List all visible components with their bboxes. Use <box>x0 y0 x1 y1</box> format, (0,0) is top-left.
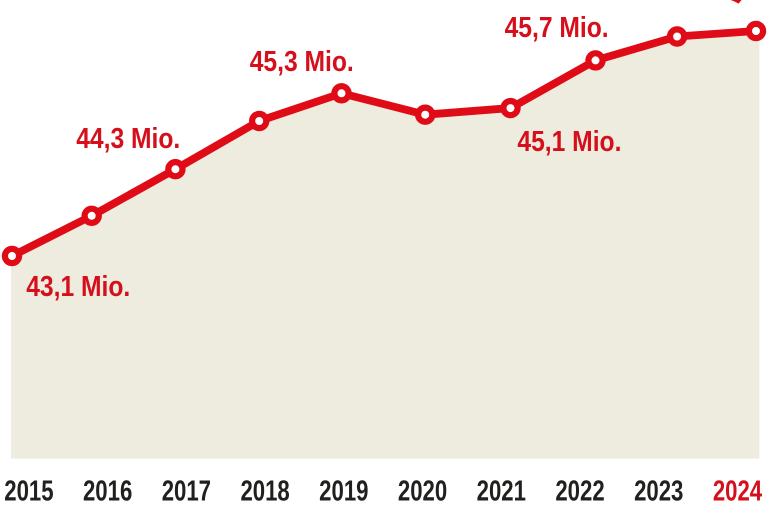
svg-text:45,7 Mio.: 45,7 Mio. <box>505 11 609 43</box>
svg-text:43,1 Mio.: 43,1 Mio. <box>26 270 130 302</box>
svg-text:2023: 2023 <box>634 476 683 507</box>
svg-text:45,3 Mio.: 45,3 Mio. <box>250 46 354 78</box>
svg-text:2022: 2022 <box>555 476 604 507</box>
svg-text:44,3 Mio.: 44,3 Mio. <box>76 122 180 154</box>
svg-text:2024: 2024 <box>713 476 763 507</box>
svg-text:2015: 2015 <box>4 476 53 507</box>
svg-text:45,1 Mio.: 45,1 Mio. <box>517 126 621 158</box>
svg-text:2021: 2021 <box>477 476 526 507</box>
svg-text:2016: 2016 <box>83 476 132 507</box>
svg-text:2019: 2019 <box>319 476 368 507</box>
svg-text:2018: 2018 <box>240 476 289 507</box>
svg-text:2020: 2020 <box>398 476 447 507</box>
svg-text:2017: 2017 <box>162 476 211 507</box>
